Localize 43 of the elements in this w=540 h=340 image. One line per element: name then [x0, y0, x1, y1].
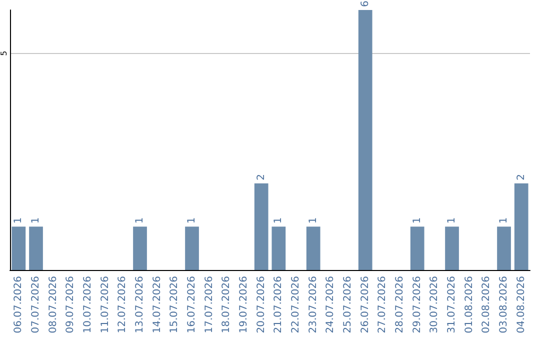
- x-tick-label: 10.07.2026: [82, 276, 94, 334]
- data-label: 6: [360, 0, 371, 7]
- x-tick-label: 14.07.2026: [152, 276, 163, 334]
- x-tick-label: 16.07.2026: [186, 276, 198, 334]
- data-label: 1: [498, 217, 510, 224]
- x-tick-label: 23.07.2026: [308, 276, 319, 334]
- x-tick-label: 29.07.2026: [412, 276, 423, 334]
- x-tick-label: 25.07.2026: [342, 276, 354, 334]
- x-tick-label: 07.07.2026: [30, 276, 42, 334]
- data-label: 2: [516, 174, 527, 180]
- x-tick-label: 22.07.2026: [290, 276, 302, 334]
- data-label: 1: [13, 217, 24, 224]
- x-tick-label: 17.07.2026: [204, 276, 215, 334]
- data-label: 2: [256, 174, 267, 180]
- x-tick-label: 30.07.2026: [429, 276, 440, 334]
- data-label: 1: [273, 217, 284, 224]
- x-tick-label: 26.07.2026: [360, 276, 371, 334]
- x-tick-label: 13.07.2026: [134, 276, 146, 334]
- x-tick-label: 21.07.2026: [273, 276, 284, 334]
- x-tick-label: 11.07.2026: [100, 276, 111, 334]
- x-tick-label: 28.07.2026: [394, 276, 406, 334]
- x-tick-label: 02.08.2026: [481, 276, 492, 334]
- x-tick-label: 24.07.2026: [325, 276, 336, 334]
- x-tick-label: 12.07.2026: [117, 276, 128, 334]
- x-tick-label: 08.07.2026: [48, 276, 59, 334]
- x-tick-label: 27.07.2026: [377, 276, 388, 334]
- x-tick-label: 31.07.2026: [446, 276, 458, 334]
- x-tick-label: 15.07.2026: [169, 276, 180, 334]
- x-tick-label: 18.07.2026: [221, 276, 232, 334]
- x-tick-label: 03.08.2026: [498, 276, 510, 334]
- data-label: 1: [134, 217, 146, 224]
- x-tick-label: 19.07.2026: [238, 276, 250, 334]
- x-tick-label: 01.08.2026: [464, 276, 475, 334]
- data-label: 1: [186, 217, 198, 224]
- x-tick-label: 04.08.2026: [516, 276, 527, 334]
- data-label: 1: [308, 217, 319, 224]
- data-label: 1: [412, 217, 423, 224]
- data-label: 1: [30, 217, 42, 224]
- data-label: 1: [446, 217, 458, 224]
- x-tick-label: 09.07.2026: [65, 276, 76, 334]
- x-tick-label: 06.07.2026: [13, 276, 24, 334]
- y-tick-label: 5: [0, 50, 8, 56]
- x-tick-label: 20.07.2026: [256, 276, 267, 334]
